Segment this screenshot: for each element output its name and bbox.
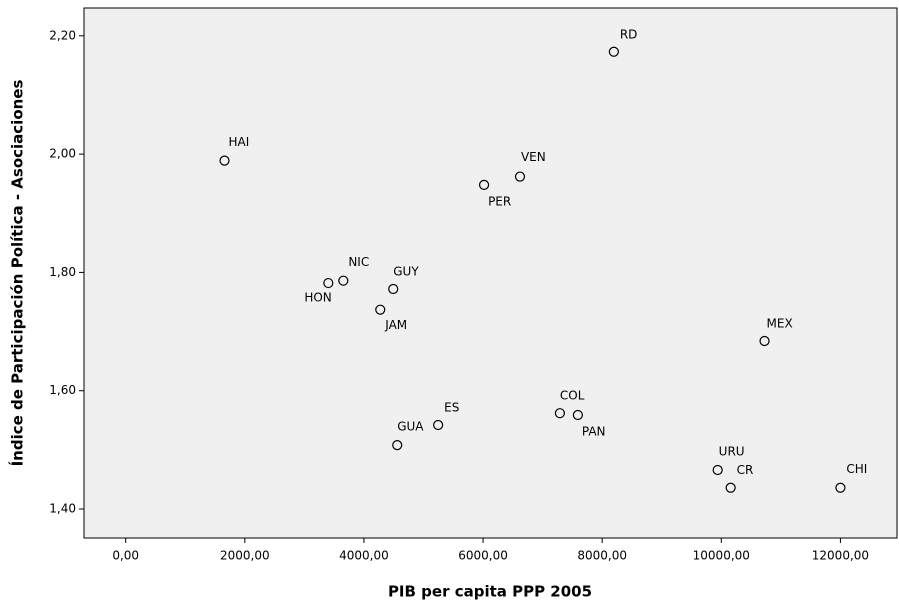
point-label: ES: [444, 401, 459, 415]
y-tick-label: 1,80: [49, 265, 76, 279]
point-label: JAM: [384, 318, 407, 332]
x-tick-label: 6000,00: [458, 549, 508, 563]
point-label: COL: [560, 389, 585, 403]
point-label: PER: [488, 194, 511, 208]
x-tick-label: 0,00: [112, 549, 139, 563]
point-label: CR: [737, 463, 754, 477]
point-label: MEX: [767, 317, 793, 331]
point: [338, 275, 349, 286]
point-label: HAI: [229, 135, 250, 149]
point-label: GUY: [393, 264, 419, 278]
plot-area: [83, 7, 898, 539]
point-label: NIC: [348, 255, 369, 269]
y-tick-label: 1,60: [49, 383, 76, 397]
point: [572, 409, 583, 421]
x-tick-label: 12000,00: [812, 549, 869, 563]
point: [323, 277, 334, 289]
point: [478, 179, 490, 190]
point-label: PAN: [582, 424, 606, 438]
point: [514, 171, 526, 182]
point: [392, 440, 403, 451]
point-label: GUA: [397, 420, 424, 434]
y-tick-label: 1,40: [49, 502, 76, 516]
point: [608, 46, 619, 57]
point-label: CHI: [846, 462, 867, 476]
point: [388, 283, 399, 295]
point: [725, 482, 736, 493]
point: [712, 464, 723, 476]
y-axis-label: Índice de Participación Política - Asoci…: [8, 80, 27, 467]
y-tick-label: 2,00: [49, 147, 76, 161]
point-label: URU: [719, 444, 745, 458]
point-label: HON: [304, 291, 331, 305]
point: [759, 335, 770, 347]
point: [375, 304, 386, 315]
x-axis-label: PIB per capita PPP 2005: [388, 583, 592, 601]
y-tick-label: 2,20: [49, 28, 76, 42]
x-tick-label: 2000,00: [220, 549, 270, 563]
x-tick-label: 4000,00: [339, 549, 389, 563]
point-label: VEN: [521, 150, 546, 164]
point-label: RD: [620, 27, 638, 41]
x-tick-label: 8000,00: [577, 549, 627, 563]
point: [554, 408, 565, 419]
x-tick-label: 10000,00: [693, 549, 750, 563]
point: [219, 155, 230, 166]
point: [835, 482, 846, 493]
point: [433, 419, 444, 431]
